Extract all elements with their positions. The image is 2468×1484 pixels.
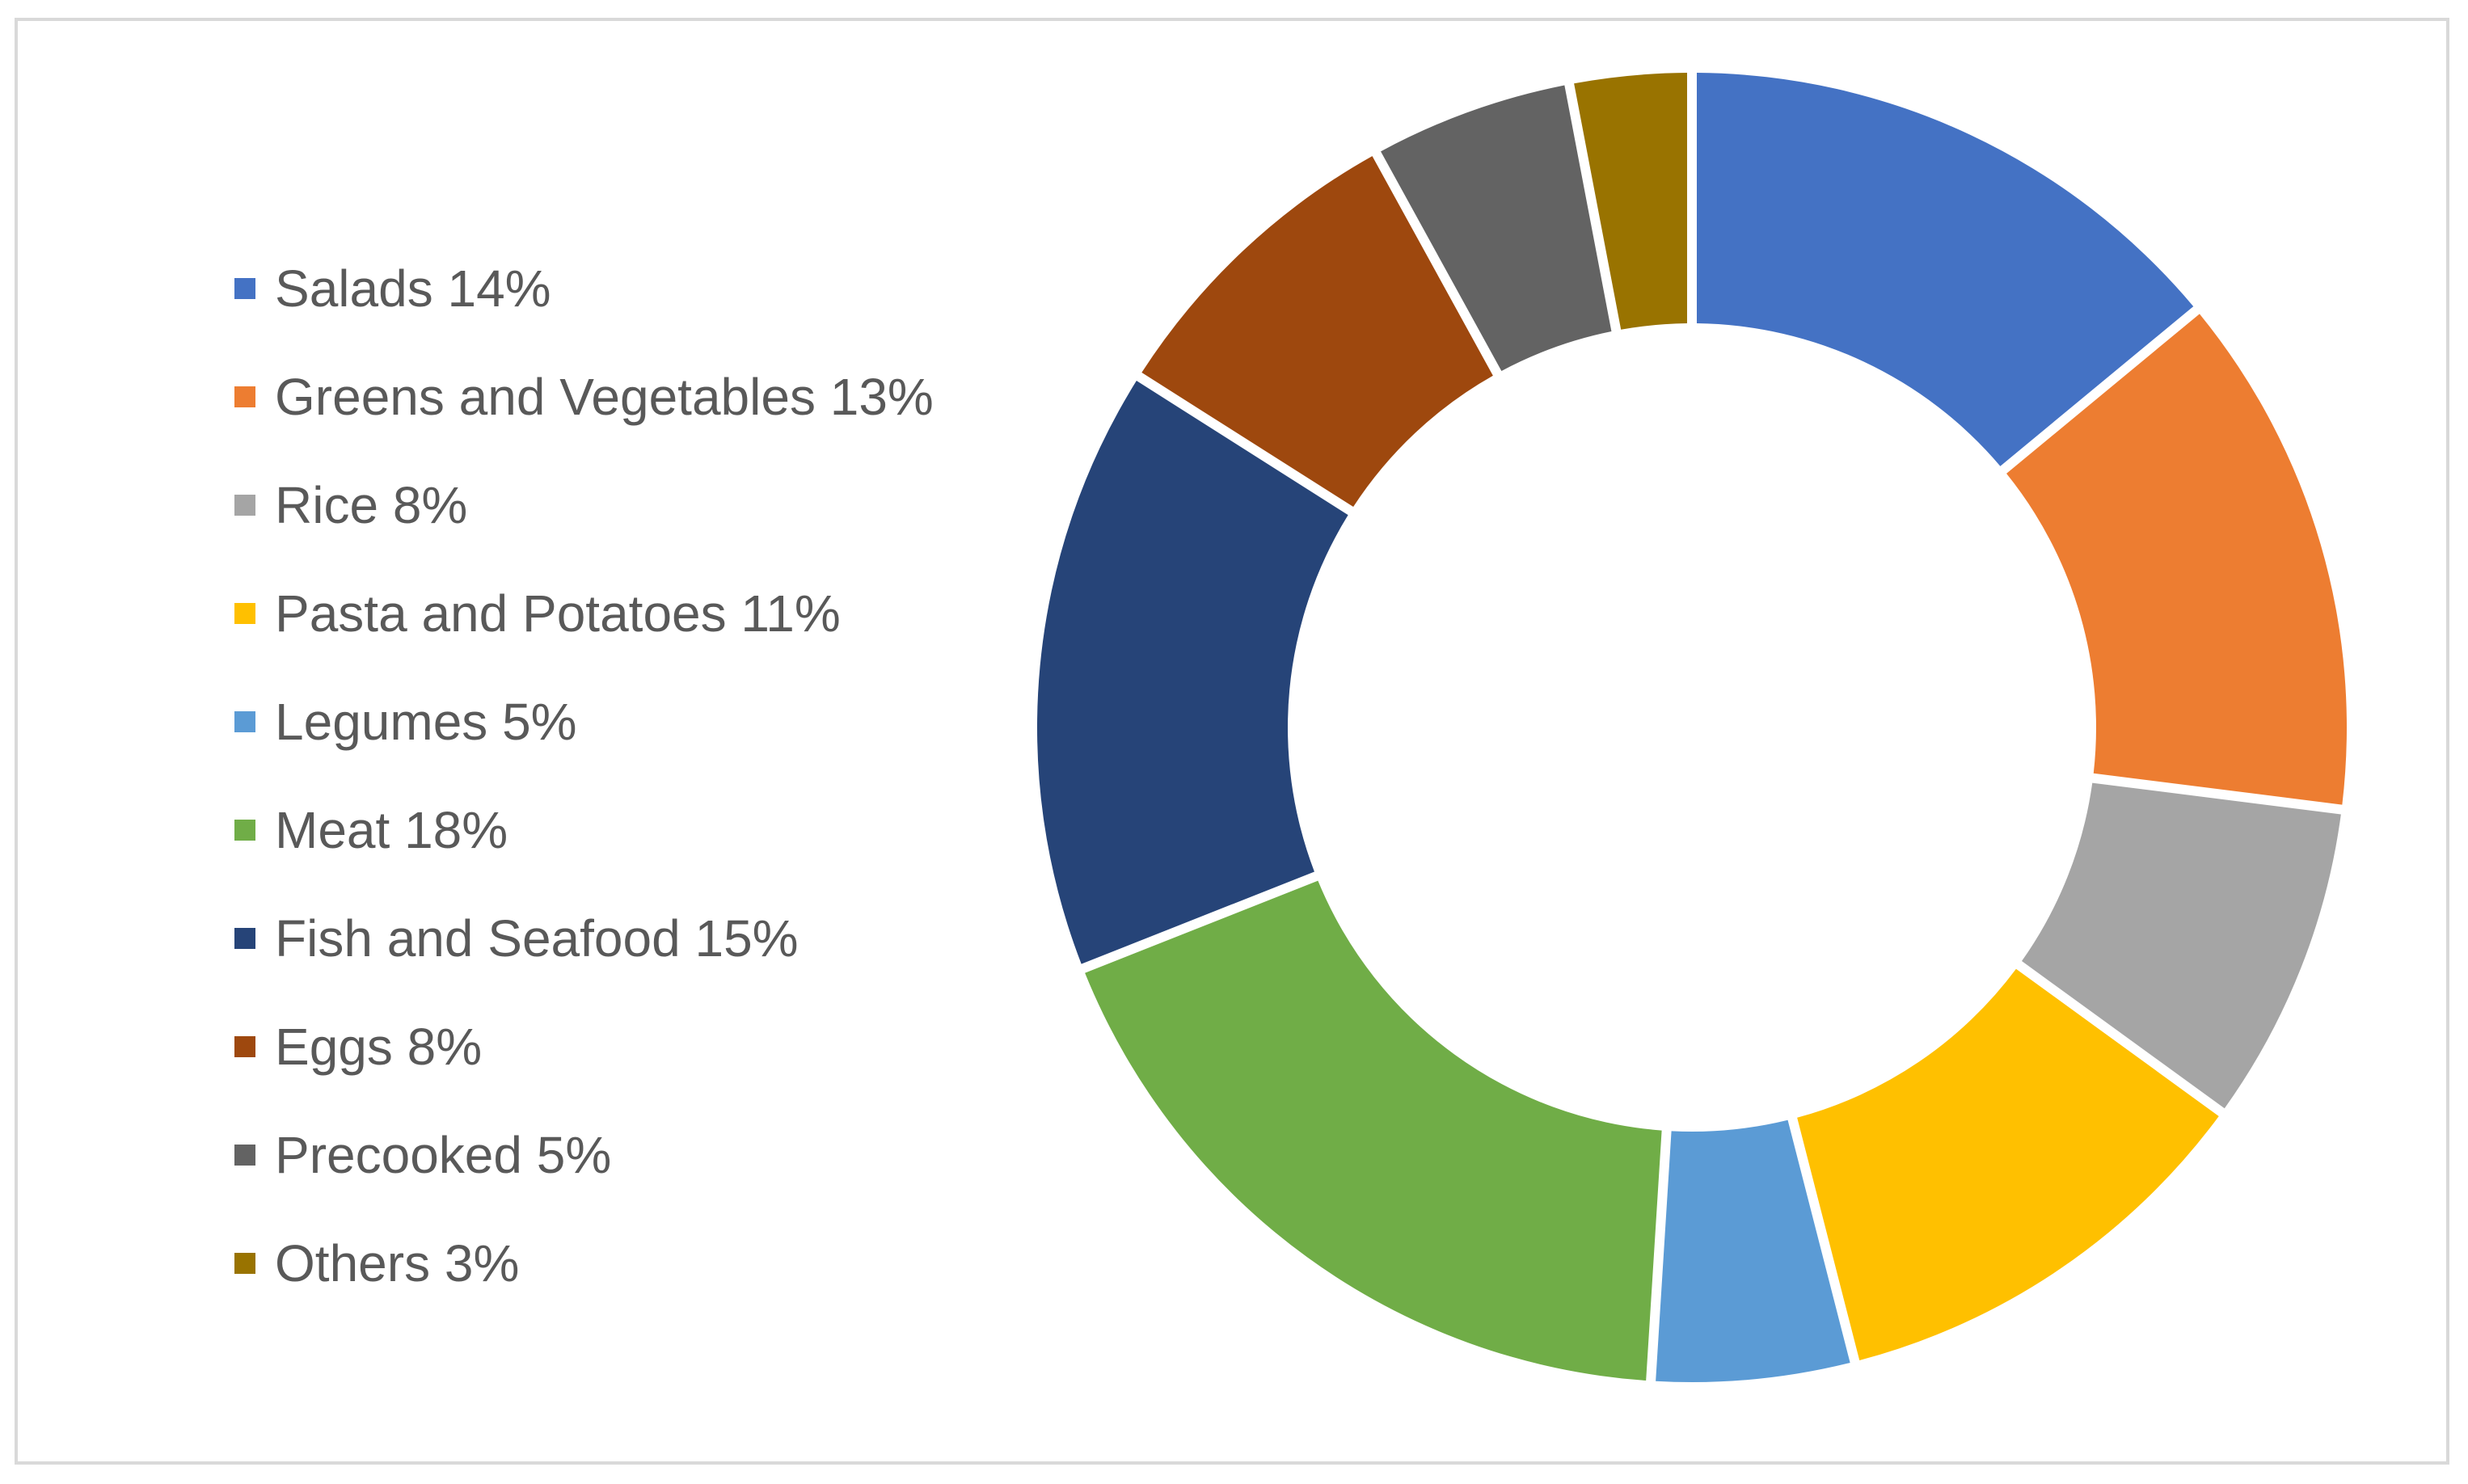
slice-pasta-and-potatoes [1797, 968, 2219, 1361]
legend-swatch-rice [234, 495, 255, 516]
slice-precooked [1381, 85, 1612, 371]
legend-swatch-legumes [234, 711, 255, 732]
slice-others [1574, 73, 1688, 330]
legend-item-others: Others 3% [234, 1209, 1043, 1317]
legend-label-legumes: Legumes 5% [275, 693, 577, 751]
legend-label-precooked: Precooked 5% [275, 1126, 612, 1184]
legend-label-pasta-and-potatoes: Pasta and Potatoes 11% [275, 584, 841, 643]
legend-swatch-salads [234, 278, 255, 299]
legend-swatch-others [234, 1253, 255, 1274]
legend-label-eggs: Eggs 8% [275, 1018, 483, 1076]
slice-greens-and-vegetables [2006, 314, 2347, 805]
legend-swatch-meat [234, 820, 255, 841]
legend-swatch-precooked [234, 1145, 255, 1166]
legend-item-pasta-and-potatoes: Pasta and Potatoes 11% [234, 559, 1043, 668]
legend-item-fish-and-seafood: Fish and Seafood 15% [234, 884, 1043, 993]
legend-label-greens-and-vegetables: Greens and Vegetables 13% [275, 368, 934, 426]
legend-swatch-eggs [234, 1036, 255, 1057]
legend-item-legumes: Legumes 5% [234, 668, 1043, 776]
legend-swatch-greens-and-vegetables [234, 386, 255, 407]
slice-rice [2022, 782, 2341, 1109]
chart-legend: Salads 14% Greens and Vegetables 13% Ric… [234, 234, 1043, 1317]
legend-label-others: Others 3% [275, 1234, 520, 1292]
legend-swatch-pasta-and-potatoes [234, 603, 255, 624]
legend-item-eggs: Eggs 8% [234, 993, 1043, 1101]
legend-label-meat: Meat 18% [275, 801, 508, 859]
legend-item-meat: Meat 18% [234, 776, 1043, 884]
slice-salads [1696, 73, 2194, 466]
slice-meat [1085, 880, 1662, 1381]
legend-label-rice: Rice 8% [275, 476, 468, 534]
legend-item-precooked: Precooked 5% [234, 1101, 1043, 1209]
legend-label-salads: Salads 14% [275, 259, 551, 318]
legend-item-rice: Rice 8% [234, 451, 1043, 559]
slice-legumes [1656, 1119, 1850, 1382]
legend-swatch-fish-and-seafood [234, 928, 255, 949]
slice-eggs [1141, 156, 1493, 508]
doughnut-slices [1036, 73, 2347, 1382]
legend-item-salads: Salads 14% [234, 234, 1043, 343]
legend-item-greens-and-vegetables: Greens and Vegetables 13% [234, 343, 1043, 451]
slice-fish-and-seafood [1036, 381, 1348, 964]
legend-label-fish-and-seafood: Fish and Seafood 15% [275, 909, 799, 968]
